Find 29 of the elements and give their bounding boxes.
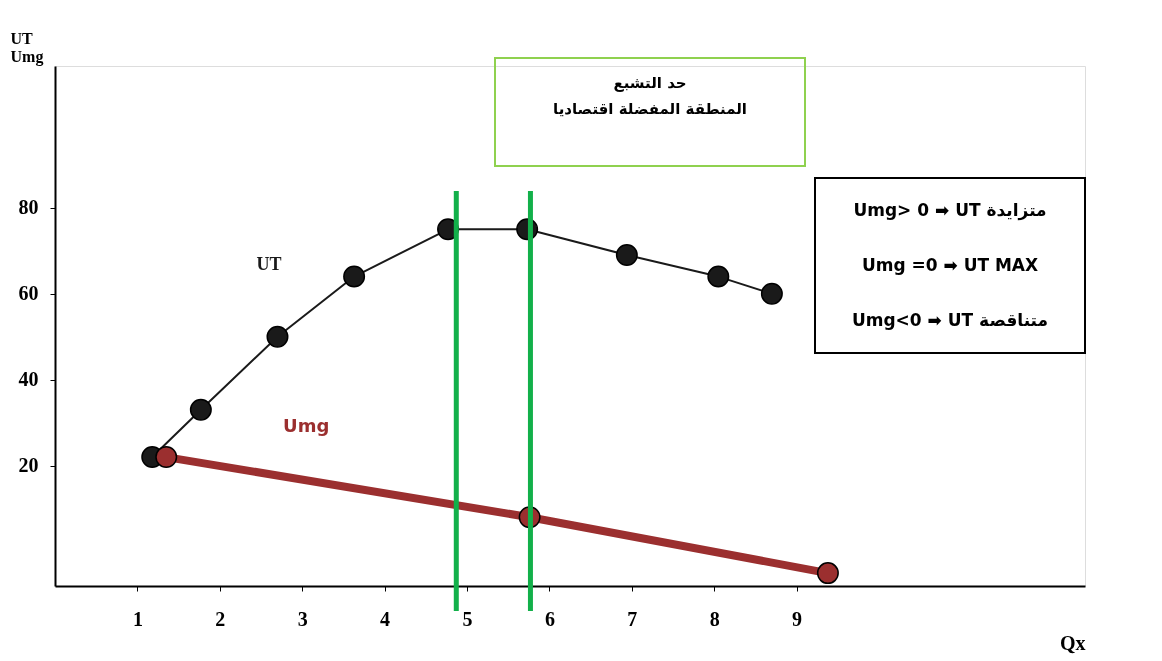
y-tick-label: 20 <box>18 454 39 477</box>
point <box>760 282 783 305</box>
x-tick-label: 5 <box>462 607 473 630</box>
x-tick-label: 7 <box>627 607 638 630</box>
point <box>615 244 638 267</box>
x-tick-label: 3 <box>297 607 308 630</box>
annotation: حد التشبع المنطقة المفضلة اقتصاديا <box>553 74 747 118</box>
x-tick-label: 8 <box>709 607 720 630</box>
point <box>155 446 178 469</box>
x-tick-label: 6 <box>544 607 555 630</box>
point <box>266 325 289 348</box>
x-tick-label: 9 <box>792 607 803 630</box>
text: UT <box>256 253 282 274</box>
x-tick-label: 1 <box>132 607 143 630</box>
point <box>816 562 839 585</box>
y-tick-label: 60 <box>18 282 39 305</box>
text: Umg <box>283 415 330 437</box>
point <box>343 265 366 288</box>
annotation: Umg> 0 ➡ UT متزايدة <box>853 200 1047 221</box>
x-axis-title: Qx <box>1059 631 1086 654</box>
annotation: Umg =0 ➡ UT MAX <box>861 255 1039 275</box>
x-tick-label: 4 <box>380 607 391 630</box>
y-tick-label: 40 <box>18 368 39 391</box>
y-tick-label: 80 <box>18 196 39 219</box>
y-axis-title: UT Umg <box>10 29 44 66</box>
annotation: Umg<0 ➡ UT متناقصة <box>851 310 1049 330</box>
x-tick-label: 2 <box>215 607 226 630</box>
point <box>189 398 212 421</box>
point <box>707 265 730 288</box>
